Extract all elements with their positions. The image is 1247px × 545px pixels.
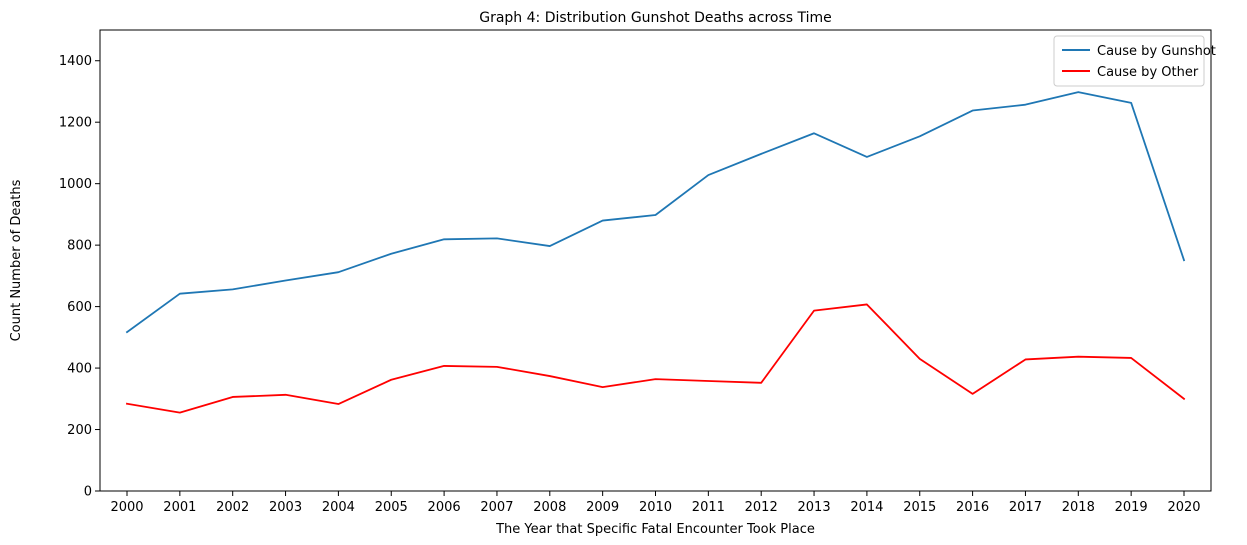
legend-label-other: Cause by Other: [1097, 65, 1199, 80]
x-tick-label: 2007: [480, 500, 513, 515]
y-tick-label: 1400: [59, 54, 92, 69]
x-tick-label: 2013: [798, 500, 831, 515]
x-tick-label: 2000: [110, 500, 143, 515]
y-tick-label: 0: [84, 485, 92, 500]
x-tick-label: 2016: [956, 500, 989, 515]
x-tick-label: 2014: [850, 500, 883, 515]
chart-title: Graph 4: Distribution Gunshot Deaths acr…: [479, 10, 832, 26]
x-tick-label: 2017: [1009, 500, 1042, 515]
ticks-layer: 2000 2001 2002 2003 2004 2005 2006 2007 2008 2009…: [59, 54, 1201, 515]
y-tick-label: 1000: [59, 177, 92, 192]
x-axis-label: The Year that Specific Fatal Encounter T…: [495, 522, 815, 537]
y-tick-label: 600: [67, 300, 92, 315]
x-tick-label: 2003: [269, 500, 302, 515]
series-layer: [125, 91, 1186, 414]
x-tick-label: 2004: [322, 500, 355, 515]
y-tick-label: 400: [67, 362, 92, 377]
x-tick-label: 2006: [428, 500, 461, 515]
legend-box: [1053, 35, 1205, 87]
x-tick-label: 2008: [533, 500, 566, 515]
x-tick-label: 2002: [216, 500, 249, 515]
x-tick-label: 2019: [1115, 500, 1148, 515]
x-tick-label: 2018: [1062, 500, 1095, 515]
x-tick-label: 2012: [745, 500, 778, 515]
x-tick-label: 2015: [903, 500, 936, 515]
x-tick-label: 2001: [163, 500, 196, 515]
y-axis-label: Count Number of Deaths: [9, 179, 24, 341]
x-tick-label: 2005: [375, 500, 408, 515]
x-tick-label: 2020: [1167, 500, 1200, 515]
plot-frame: [99, 29, 1212, 492]
x-tick-label: 2009: [586, 500, 619, 515]
x-tick-label: 2011: [692, 500, 725, 515]
legend: Cause by Gunshot Cause by Other: [1053, 35, 1216, 87]
y-tick-label: 200: [67, 423, 92, 438]
series-line-0: [125, 91, 1186, 334]
y-tick-label: 1200: [59, 116, 92, 131]
x-tick-label: 2010: [639, 500, 672, 515]
legend-label-gunshot: Cause by Gunshot: [1097, 44, 1216, 59]
y-tick-label: 800: [67, 239, 92, 254]
series-line-1: [125, 303, 1186, 414]
